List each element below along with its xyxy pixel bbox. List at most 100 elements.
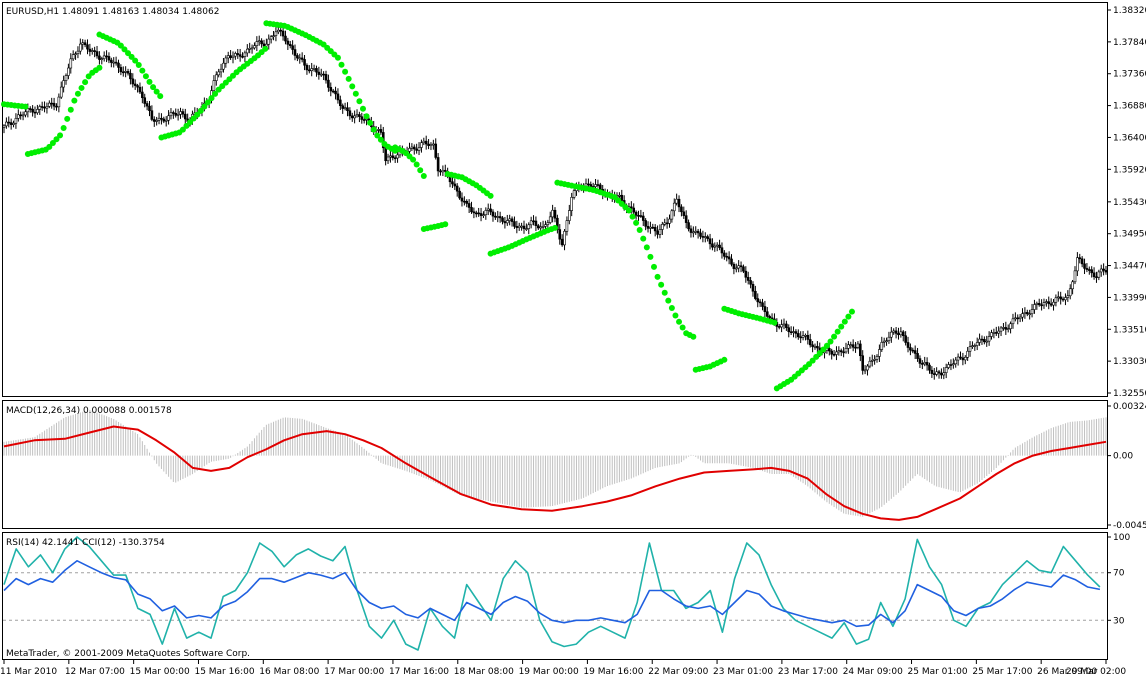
candle-body xyxy=(424,140,428,145)
candle-body xyxy=(1083,263,1086,269)
candle-body xyxy=(386,156,390,162)
candle-body xyxy=(546,222,550,225)
candle-body xyxy=(138,86,142,93)
candle-body xyxy=(5,121,8,127)
trail-dot xyxy=(643,244,650,251)
candle-body xyxy=(594,184,597,187)
trail-dot xyxy=(71,97,78,104)
candle-body xyxy=(921,363,924,365)
trail-dot xyxy=(413,161,420,168)
trail-dot xyxy=(208,95,215,102)
candle-body xyxy=(226,55,230,59)
candle-body xyxy=(286,40,290,45)
macd-panel-frame[interactable] xyxy=(2,400,1108,529)
candle-body xyxy=(899,331,903,336)
candle-body xyxy=(467,203,471,208)
candle-body xyxy=(88,48,92,52)
candle-body xyxy=(38,106,42,110)
candle-body xyxy=(434,143,438,158)
candle-body xyxy=(761,302,764,307)
candle-body xyxy=(145,103,149,107)
candle-body xyxy=(503,221,507,224)
candle-body xyxy=(71,54,75,60)
candle-body xyxy=(484,210,488,216)
candle-body xyxy=(57,96,61,108)
candle-body xyxy=(482,214,485,217)
candle-body xyxy=(618,194,621,197)
candle-body xyxy=(443,169,447,172)
candle-body xyxy=(12,122,15,125)
candle-body xyxy=(267,38,271,45)
candle-body xyxy=(350,115,354,119)
candle-body xyxy=(553,209,557,219)
candle-body xyxy=(245,48,249,54)
rsi-cci-panel-frame[interactable] xyxy=(2,532,1108,660)
candle-body xyxy=(141,91,144,99)
candle-body xyxy=(799,336,802,339)
time-tick-label: 29 Mar 02:00 xyxy=(1066,667,1126,677)
candle-body xyxy=(358,114,361,117)
trail-dot xyxy=(49,140,56,147)
candle-body xyxy=(796,333,800,338)
candle-body xyxy=(756,298,760,303)
candle-body xyxy=(102,55,106,59)
price-y-tick-label: 1.33030 xyxy=(1113,357,1146,367)
candle-body xyxy=(758,301,762,304)
macd-panel-header: MACD(12,26,34) 0.000088 0.001578 xyxy=(6,406,172,416)
price-panel-frame[interactable] xyxy=(2,2,1108,397)
candle-body xyxy=(529,220,533,226)
candle-body xyxy=(312,68,316,70)
time-tick-label: 19 Mar 00:00 xyxy=(519,667,579,677)
candle-body xyxy=(751,283,755,292)
candle-body xyxy=(19,114,22,117)
trail-dot xyxy=(150,84,157,91)
candle-body xyxy=(179,111,182,115)
candle-body xyxy=(33,111,37,114)
candle-body xyxy=(241,56,244,58)
candle-body xyxy=(909,347,912,351)
trail-dot xyxy=(845,313,852,320)
trail-dot xyxy=(204,99,211,106)
candle-body xyxy=(694,230,698,233)
candle-body xyxy=(687,222,690,230)
trail-dot xyxy=(823,342,830,349)
candle-body xyxy=(811,344,814,347)
rsi-cci-panel-header: RSI(14) 42.1441 CCI(12) -130.3754 xyxy=(6,538,165,548)
trail-dot xyxy=(53,136,60,143)
candle-body xyxy=(124,71,127,73)
candle-body xyxy=(708,238,712,245)
candle-body xyxy=(956,356,960,361)
candle-body xyxy=(248,48,251,50)
candle-body xyxy=(136,85,139,88)
candle-body xyxy=(1002,327,1005,329)
time-tick-label: 23 Mar 01:00 xyxy=(713,667,773,677)
candle-body xyxy=(1092,272,1096,278)
trail-dot xyxy=(349,83,356,90)
candle-body xyxy=(522,225,526,229)
candle-body xyxy=(558,229,562,240)
price-y-tick-label: 1.34470 xyxy=(1113,262,1146,272)
candle-body xyxy=(74,53,77,55)
candle-body xyxy=(360,116,364,120)
candle-body xyxy=(291,45,294,50)
rsi-y-tick-label: 70 xyxy=(1113,569,1125,579)
candle-body xyxy=(272,35,275,37)
candle-body xyxy=(952,363,955,366)
candle-body xyxy=(739,265,743,268)
candle-body xyxy=(634,211,638,216)
candle-body xyxy=(665,222,669,225)
time-tick-label: 23 Mar 17:00 xyxy=(778,667,838,677)
candle-body xyxy=(67,67,70,76)
candle-body xyxy=(859,343,862,357)
candle-body xyxy=(55,105,58,108)
candle-body xyxy=(684,215,688,223)
trail-dot xyxy=(668,305,675,312)
candle-body xyxy=(992,332,996,334)
candle-body xyxy=(749,280,752,285)
candle-body xyxy=(329,87,333,92)
candle-body xyxy=(269,36,273,40)
trail-dot xyxy=(82,79,89,86)
candle-body xyxy=(692,231,695,234)
